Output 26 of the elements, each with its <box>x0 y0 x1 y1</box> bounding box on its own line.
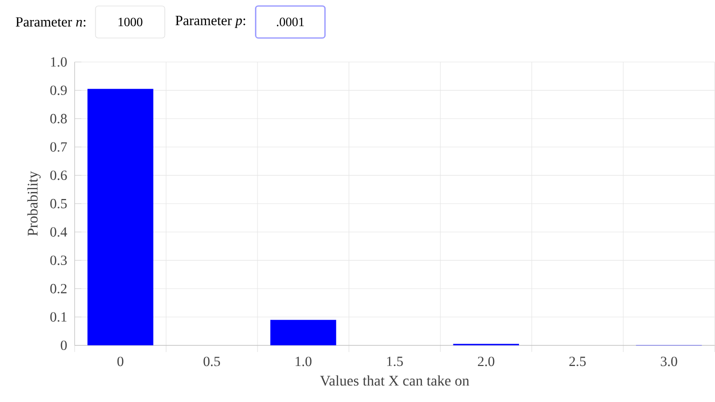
y-axis-title: Probability <box>27 171 41 236</box>
bar <box>87 88 154 346</box>
text: .0001 <box>276 18 304 26</box>
x-axis-title: Values that X can take on <box>320 375 470 386</box>
y-tick-label: 1.0 <box>51 57 67 67</box>
y-tick-label: 0.9 <box>50 86 67 96</box>
y-tick-label: 0.1 <box>50 312 66 322</box>
y-tick-label: 0 <box>60 340 67 350</box>
x-tick-label: 2.5 <box>569 356 586 366</box>
y-tick-label: 0.8 <box>50 114 67 124</box>
text: Parameter p: <box>176 16 246 28</box>
y-tick-label: 0.3 <box>50 256 67 266</box>
y-tick-label: 0.2 <box>50 284 67 294</box>
x-tick-label: 1.5 <box>387 356 403 366</box>
text: Parameter n: <box>16 17 86 27</box>
y-tick-label: 0.4 <box>50 227 68 237</box>
y-tick-label: 0.7 <box>50 142 67 152</box>
y-tick-label: 0.6 <box>50 170 67 180</box>
y-tick-label: 0.5 <box>50 198 67 208</box>
text: 1000 <box>118 18 142 26</box>
x-tick-label: 0.5 <box>204 356 220 366</box>
bar <box>270 320 336 346</box>
x-tick-label: 0 <box>117 356 124 366</box>
x-tick-label: 3.0 <box>660 356 678 366</box>
x-tick-label: 2.0 <box>478 356 494 366</box>
x-tick-label: 1.0 <box>296 356 312 366</box>
